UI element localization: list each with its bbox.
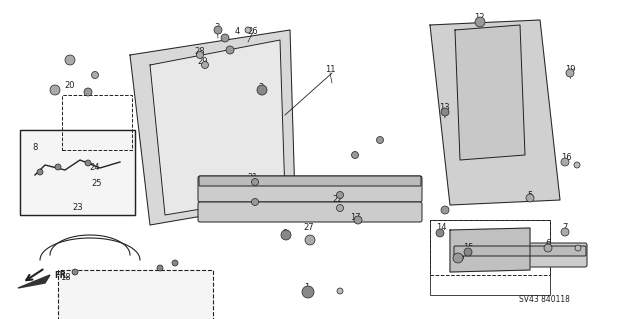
Circle shape bbox=[252, 198, 259, 205]
Circle shape bbox=[475, 17, 485, 27]
Text: 23: 23 bbox=[73, 203, 83, 211]
Circle shape bbox=[441, 206, 449, 214]
Polygon shape bbox=[130, 30, 295, 225]
Text: 17: 17 bbox=[349, 213, 360, 222]
Polygon shape bbox=[150, 40, 285, 215]
FancyBboxPatch shape bbox=[454, 246, 586, 256]
Circle shape bbox=[566, 69, 574, 77]
Circle shape bbox=[337, 191, 344, 198]
Text: 29: 29 bbox=[198, 57, 208, 66]
Text: 27: 27 bbox=[304, 224, 314, 233]
Circle shape bbox=[376, 137, 383, 144]
Text: SV43 840118: SV43 840118 bbox=[518, 295, 570, 305]
Circle shape bbox=[526, 194, 534, 202]
Polygon shape bbox=[455, 25, 525, 160]
Text: 12: 12 bbox=[474, 13, 484, 23]
Text: 13: 13 bbox=[438, 103, 449, 113]
Text: 7: 7 bbox=[563, 224, 568, 233]
Circle shape bbox=[281, 230, 291, 240]
Text: 25: 25 bbox=[92, 179, 102, 188]
Circle shape bbox=[561, 158, 569, 166]
Text: 18: 18 bbox=[60, 273, 70, 283]
Text: 8: 8 bbox=[32, 144, 38, 152]
FancyBboxPatch shape bbox=[453, 243, 587, 267]
Text: 22: 22 bbox=[333, 196, 343, 204]
Circle shape bbox=[65, 55, 75, 65]
Circle shape bbox=[245, 27, 251, 33]
Circle shape bbox=[85, 160, 91, 166]
Bar bbox=[430, 220, 550, 295]
Text: 4: 4 bbox=[234, 27, 239, 36]
Circle shape bbox=[221, 34, 229, 42]
Circle shape bbox=[172, 260, 178, 266]
Circle shape bbox=[226, 46, 234, 54]
Text: 28: 28 bbox=[195, 48, 205, 56]
Circle shape bbox=[354, 216, 362, 224]
Bar bbox=[20, 130, 135, 215]
Text: 11: 11 bbox=[324, 65, 335, 75]
Text: 26: 26 bbox=[248, 27, 259, 36]
Circle shape bbox=[157, 265, 163, 271]
Circle shape bbox=[37, 169, 43, 175]
Circle shape bbox=[257, 85, 267, 95]
Circle shape bbox=[436, 229, 444, 237]
Circle shape bbox=[50, 85, 60, 95]
Circle shape bbox=[84, 88, 92, 96]
Text: 24: 24 bbox=[90, 164, 100, 173]
Circle shape bbox=[252, 179, 259, 186]
Text: 20: 20 bbox=[65, 80, 76, 90]
Circle shape bbox=[202, 62, 209, 69]
Circle shape bbox=[561, 228, 569, 236]
Bar bbox=[430, 220, 550, 275]
Text: 5: 5 bbox=[527, 190, 532, 199]
Circle shape bbox=[441, 108, 449, 116]
Text: 9: 9 bbox=[282, 228, 287, 238]
Bar bbox=[20, 130, 135, 215]
Text: 15: 15 bbox=[463, 242, 473, 251]
Circle shape bbox=[464, 248, 472, 256]
Polygon shape bbox=[450, 228, 530, 272]
FancyBboxPatch shape bbox=[198, 202, 422, 222]
Bar bbox=[62, 95, 132, 150]
Circle shape bbox=[574, 162, 580, 168]
Polygon shape bbox=[430, 20, 560, 205]
Text: 2: 2 bbox=[259, 84, 264, 93]
Text: 21: 21 bbox=[248, 174, 259, 182]
Text: 1: 1 bbox=[305, 284, 310, 293]
Circle shape bbox=[453, 253, 463, 263]
Circle shape bbox=[55, 164, 61, 170]
Circle shape bbox=[92, 71, 99, 78]
Circle shape bbox=[214, 26, 222, 34]
Text: FR.: FR. bbox=[54, 271, 70, 280]
Text: 14: 14 bbox=[436, 224, 446, 233]
Circle shape bbox=[337, 288, 343, 294]
Circle shape bbox=[302, 286, 314, 298]
Circle shape bbox=[544, 244, 552, 252]
Circle shape bbox=[196, 51, 204, 58]
FancyBboxPatch shape bbox=[198, 176, 422, 202]
Text: 6: 6 bbox=[545, 239, 550, 248]
Polygon shape bbox=[18, 275, 50, 288]
Circle shape bbox=[337, 204, 344, 211]
Circle shape bbox=[305, 235, 315, 245]
Circle shape bbox=[575, 245, 581, 251]
Text: 3: 3 bbox=[214, 24, 220, 33]
Text: 16: 16 bbox=[561, 153, 572, 162]
FancyBboxPatch shape bbox=[199, 176, 421, 186]
Circle shape bbox=[351, 152, 358, 159]
Text: 10: 10 bbox=[454, 254, 464, 263]
Text: 19: 19 bbox=[564, 65, 575, 75]
Bar bbox=[58, 270, 213, 319]
Circle shape bbox=[72, 269, 78, 275]
